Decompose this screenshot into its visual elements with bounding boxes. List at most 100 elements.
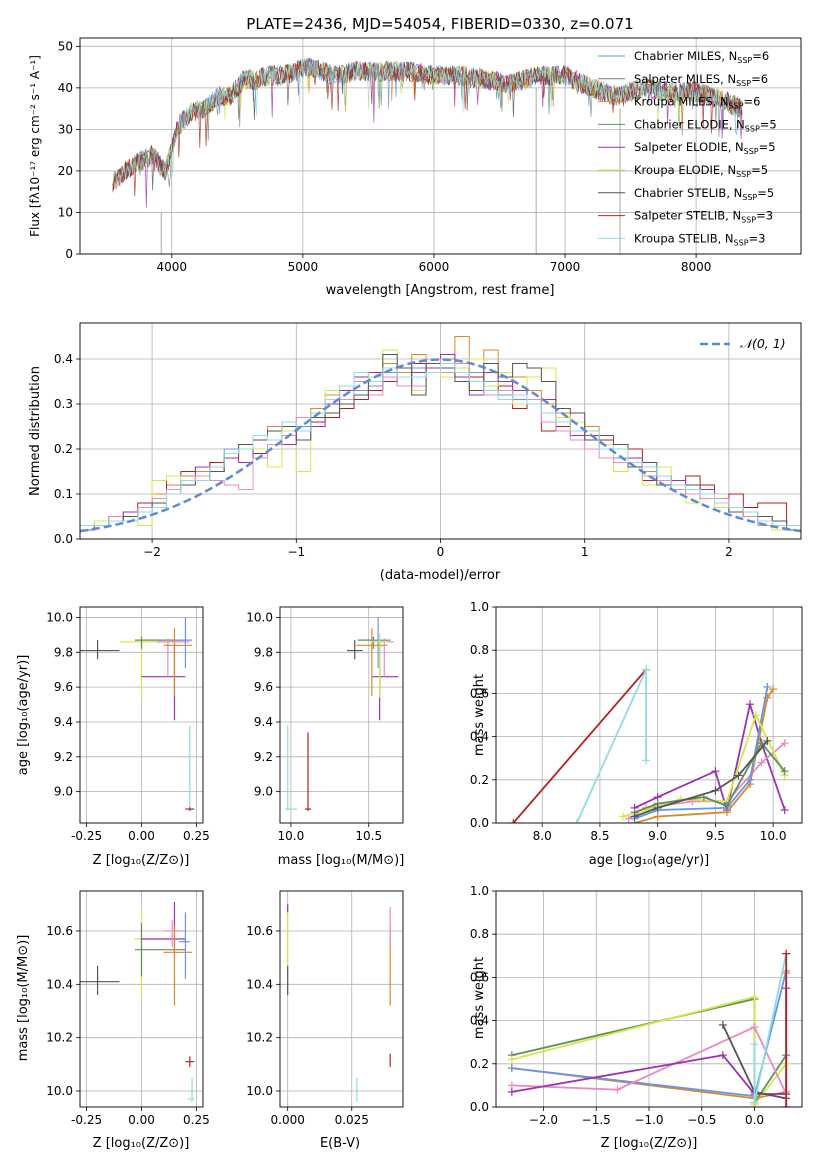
x-tick-label: −2.0 (529, 1113, 558, 1127)
x-tick-label: 9.0 (648, 829, 667, 843)
weight-series-line (511, 1025, 788, 1095)
legend-entry: Kroupa STELIB, NSSP=3 (634, 231, 765, 247)
y-tick-label: 0 (65, 247, 73, 261)
x-tick-label: −1.0 (634, 1113, 663, 1127)
y-tick-label: 0.2 (470, 773, 489, 787)
y-tick-label: 0.8 (470, 927, 489, 941)
x-tick-label: −0.5 (687, 1113, 716, 1127)
x-tick-label: 6000 (419, 260, 450, 274)
y-tick-label: 9.2 (254, 750, 273, 764)
y-tick-label: 0.0 (470, 816, 489, 830)
x-tick-label: 0.25 (183, 1113, 210, 1127)
y-tick-label: 9.6 (254, 680, 273, 694)
y-tick-label: 10.0 (246, 610, 273, 624)
legend-subscript: SSP (729, 102, 744, 111)
legend-value: =3 (749, 231, 766, 245)
y-tick-label: 10.2 (46, 1031, 73, 1045)
x-tick-label: 10.5 (355, 829, 382, 843)
y-tick-label: 0.0 (54, 532, 73, 546)
spectrum-series-line (112, 57, 743, 191)
spectrum-panel: wavelength [Angstrom, rest frame] Flux [… (28, 37, 802, 298)
x-tick-label: -0.25 (71, 829, 102, 843)
legend-label: Chabrier ELODIE, N (634, 117, 745, 131)
normal-pdf-curve (80, 358, 801, 533)
histogram-series (80, 363, 801, 526)
x-tick-label: −1 (287, 545, 305, 559)
legend-subscript: SSP (744, 147, 759, 156)
legend-entry: Chabrier ELODIE, NSSP=5 (634, 117, 777, 133)
x-tick-label: 8.0 (533, 829, 552, 843)
wZ-xlabel: Z [log₁₀(Z/Z⊙)] (601, 1136, 698, 1151)
massZ-ylabel: mass [log₁₀(M/M⊙)] (16, 935, 31, 1062)
legend-label: Chabrier MILES, N (634, 49, 737, 63)
y-tick-label: 10.0 (246, 1084, 273, 1098)
x-tick-label: 0.00 (128, 829, 155, 843)
y-tick-label: 0.6 (470, 686, 489, 700)
x-tick-label: 0.000 (271, 1113, 305, 1127)
mass-vs-ebv-panel: E(B-V) 0.000 0.025 10.0 10.2 10.4 10.6 (246, 890, 404, 1151)
y-tick-label: 0.2 (470, 1057, 489, 1071)
y-tick-label: 10 (58, 205, 73, 219)
legend-value: =6 (744, 95, 761, 109)
residual-histogram-panel: (data-model)/error Normed distribution −… (28, 322, 802, 583)
legend-label: Kroupa MILES, N (634, 95, 729, 109)
legend-entry: Kroupa MILES, NSSP=6 (634, 95, 760, 111)
mass-weight-vs-age-panel: age [log₁₀(age/yr)] mass weight 8.0 8.5 9.… (470, 600, 803, 868)
legend-subscript: SSP (734, 238, 749, 247)
massZ-xlabel: Z [log₁₀(Z/Z⊙)] (93, 1136, 190, 1151)
x-tick-label: 0.0 (745, 1113, 764, 1127)
errorbar-group (80, 617, 195, 811)
x-tick-label: 0 (437, 545, 445, 559)
y-tick-label: 9.4 (254, 715, 273, 729)
axes-frame (495, 606, 803, 824)
errorbar-group (287, 904, 391, 1102)
x-tick-label: 10.0 (760, 829, 787, 843)
y-tick-label: 10.2 (246, 1031, 273, 1045)
weight-series-line (512, 669, 647, 823)
y-tick-label: 0.3 (54, 397, 73, 411)
figure-title: PLATE=2436, MJD=54054, FIBERID=0330, z=0… (246, 15, 633, 33)
weight-lines (509, 665, 789, 823)
x-tick-label: 8.5 (590, 829, 609, 843)
y-tick-label: 50 (58, 39, 73, 53)
y-tick-label: 0.1 (54, 487, 73, 501)
hist-ylabel: Normed distribution (28, 366, 43, 496)
wAge-ylabel: mass weight (472, 674, 487, 756)
spectrum-lines (112, 57, 743, 254)
spectrum-series-line (112, 57, 743, 188)
x-tick-label: 0.00 (128, 1113, 155, 1127)
y-tick-label: 9.0 (254, 785, 273, 799)
mass-weight-vs-metallicity-panel: Z [log₁₀(Z/Z⊙)] mass weight −2.0 −1.5 −1.0… (470, 884, 803, 1151)
x-tick-label: 10.0 (278, 829, 305, 843)
legend-value: =5 (760, 117, 777, 131)
x-tick-label: 4000 (156, 260, 187, 274)
y-tick-label: 0.4 (470, 730, 489, 744)
x-tick-label: 0.25 (183, 829, 210, 843)
y-tick-label: 0.4 (470, 1014, 489, 1028)
x-tick-label: 2 (725, 545, 733, 559)
weight-series-line (634, 688, 774, 823)
wZ-ylabel: mass weight (472, 957, 487, 1039)
x-tick-label: 9.5 (706, 829, 725, 843)
legend-entry: Kroupa ELODIE, NSSP=5 (634, 163, 768, 179)
y-tick-label: 10.4 (246, 977, 273, 991)
legend-label: Salpeter STELIB, N (634, 209, 741, 223)
axes-frame (279, 890, 404, 1108)
y-tick-label: 9.6 (54, 680, 73, 694)
x-tick-label: 0.025 (335, 1113, 369, 1127)
legend-value: =3 (756, 209, 773, 223)
y-tick-label: 10.0 (46, 610, 73, 624)
y-tick-label: 0.2 (54, 442, 73, 456)
legend-label: Chabrier STELIB, N (634, 186, 742, 200)
legend-value: =5 (751, 163, 768, 177)
legend-label: Salpeter ELODIE, N (634, 140, 744, 154)
errorbar-group (284, 617, 399, 811)
hist-xlabel: (data-model)/error (380, 568, 501, 583)
weight-lines (507, 949, 791, 1107)
age-vs-metallicity-panel: Z [log₁₀(Z/Z⊙)] age [log₁₀(age/yr)] -0.2… (16, 606, 210, 868)
legend-label: Kroupa STELIB, N (634, 231, 734, 245)
legend-subscript: SSP (736, 79, 751, 88)
axes-frame (495, 890, 803, 1108)
y-tick-label: 9.0 (54, 785, 73, 799)
